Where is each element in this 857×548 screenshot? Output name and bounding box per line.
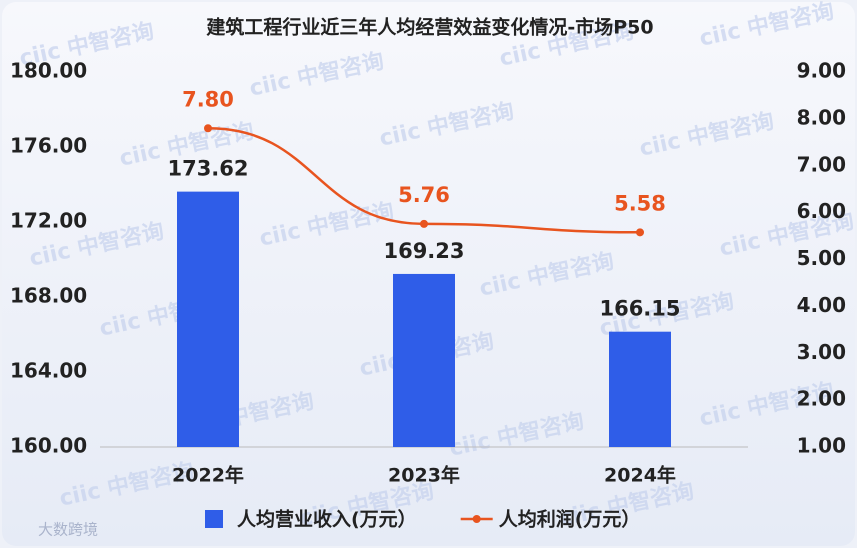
line-point: [420, 219, 428, 228]
y-tick-label: 160.00: [10, 434, 87, 458]
line-point: [636, 228, 644, 237]
legend-swatch: [205, 510, 223, 528]
data-label: 5.76: [398, 183, 450, 207]
x-tick-label: 2022年: [172, 464, 244, 487]
y-tick-label: 172.00: [10, 209, 87, 233]
y2-tick-label: 5.00: [797, 246, 846, 270]
data-label: 5.58: [614, 191, 666, 215]
y-tick-label: 168.00: [10, 284, 87, 308]
line-point: [204, 124, 212, 133]
y2-tick-label: 4.00: [797, 293, 846, 317]
bar: [609, 331, 671, 447]
legend-label: 人均营业收入(万元）: [237, 508, 417, 531]
x-tick-label: 2024年: [604, 464, 676, 487]
bar: [393, 273, 455, 447]
y-tick-label: 164.00: [10, 359, 87, 383]
y2-tick-label: 6.00: [797, 199, 846, 223]
legend-label: 人均利润(万元）: [499, 508, 641, 531]
data-label: 7.80: [182, 87, 234, 111]
line: [207, 127, 641, 234]
bar: [177, 191, 239, 447]
legend-swatch: [472, 515, 481, 523]
x-tick-label: 2023年: [388, 464, 460, 487]
y2-tick-label: 9.00: [797, 59, 846, 83]
y2-tick-label: 7.00: [797, 152, 846, 176]
y2-tick-label: 3.00: [797, 340, 846, 364]
y-tick-label: 180.00: [10, 59, 87, 83]
data-label: 166.15: [599, 297, 680, 321]
data-label: 169.23: [383, 239, 464, 263]
y2-tick-label: 1.00: [797, 434, 846, 458]
y2-tick-label: 2.00: [797, 387, 846, 411]
data-label: 173.62: [167, 157, 248, 181]
y-tick-label: 176.00: [10, 134, 87, 158]
chart-title: 建筑工程行业近三年人均经营效益变化情况-市场P50: [206, 16, 653, 39]
source-mark: 大数跨境: [38, 521, 98, 539]
y2-tick-label: 8.00: [797, 105, 846, 129]
